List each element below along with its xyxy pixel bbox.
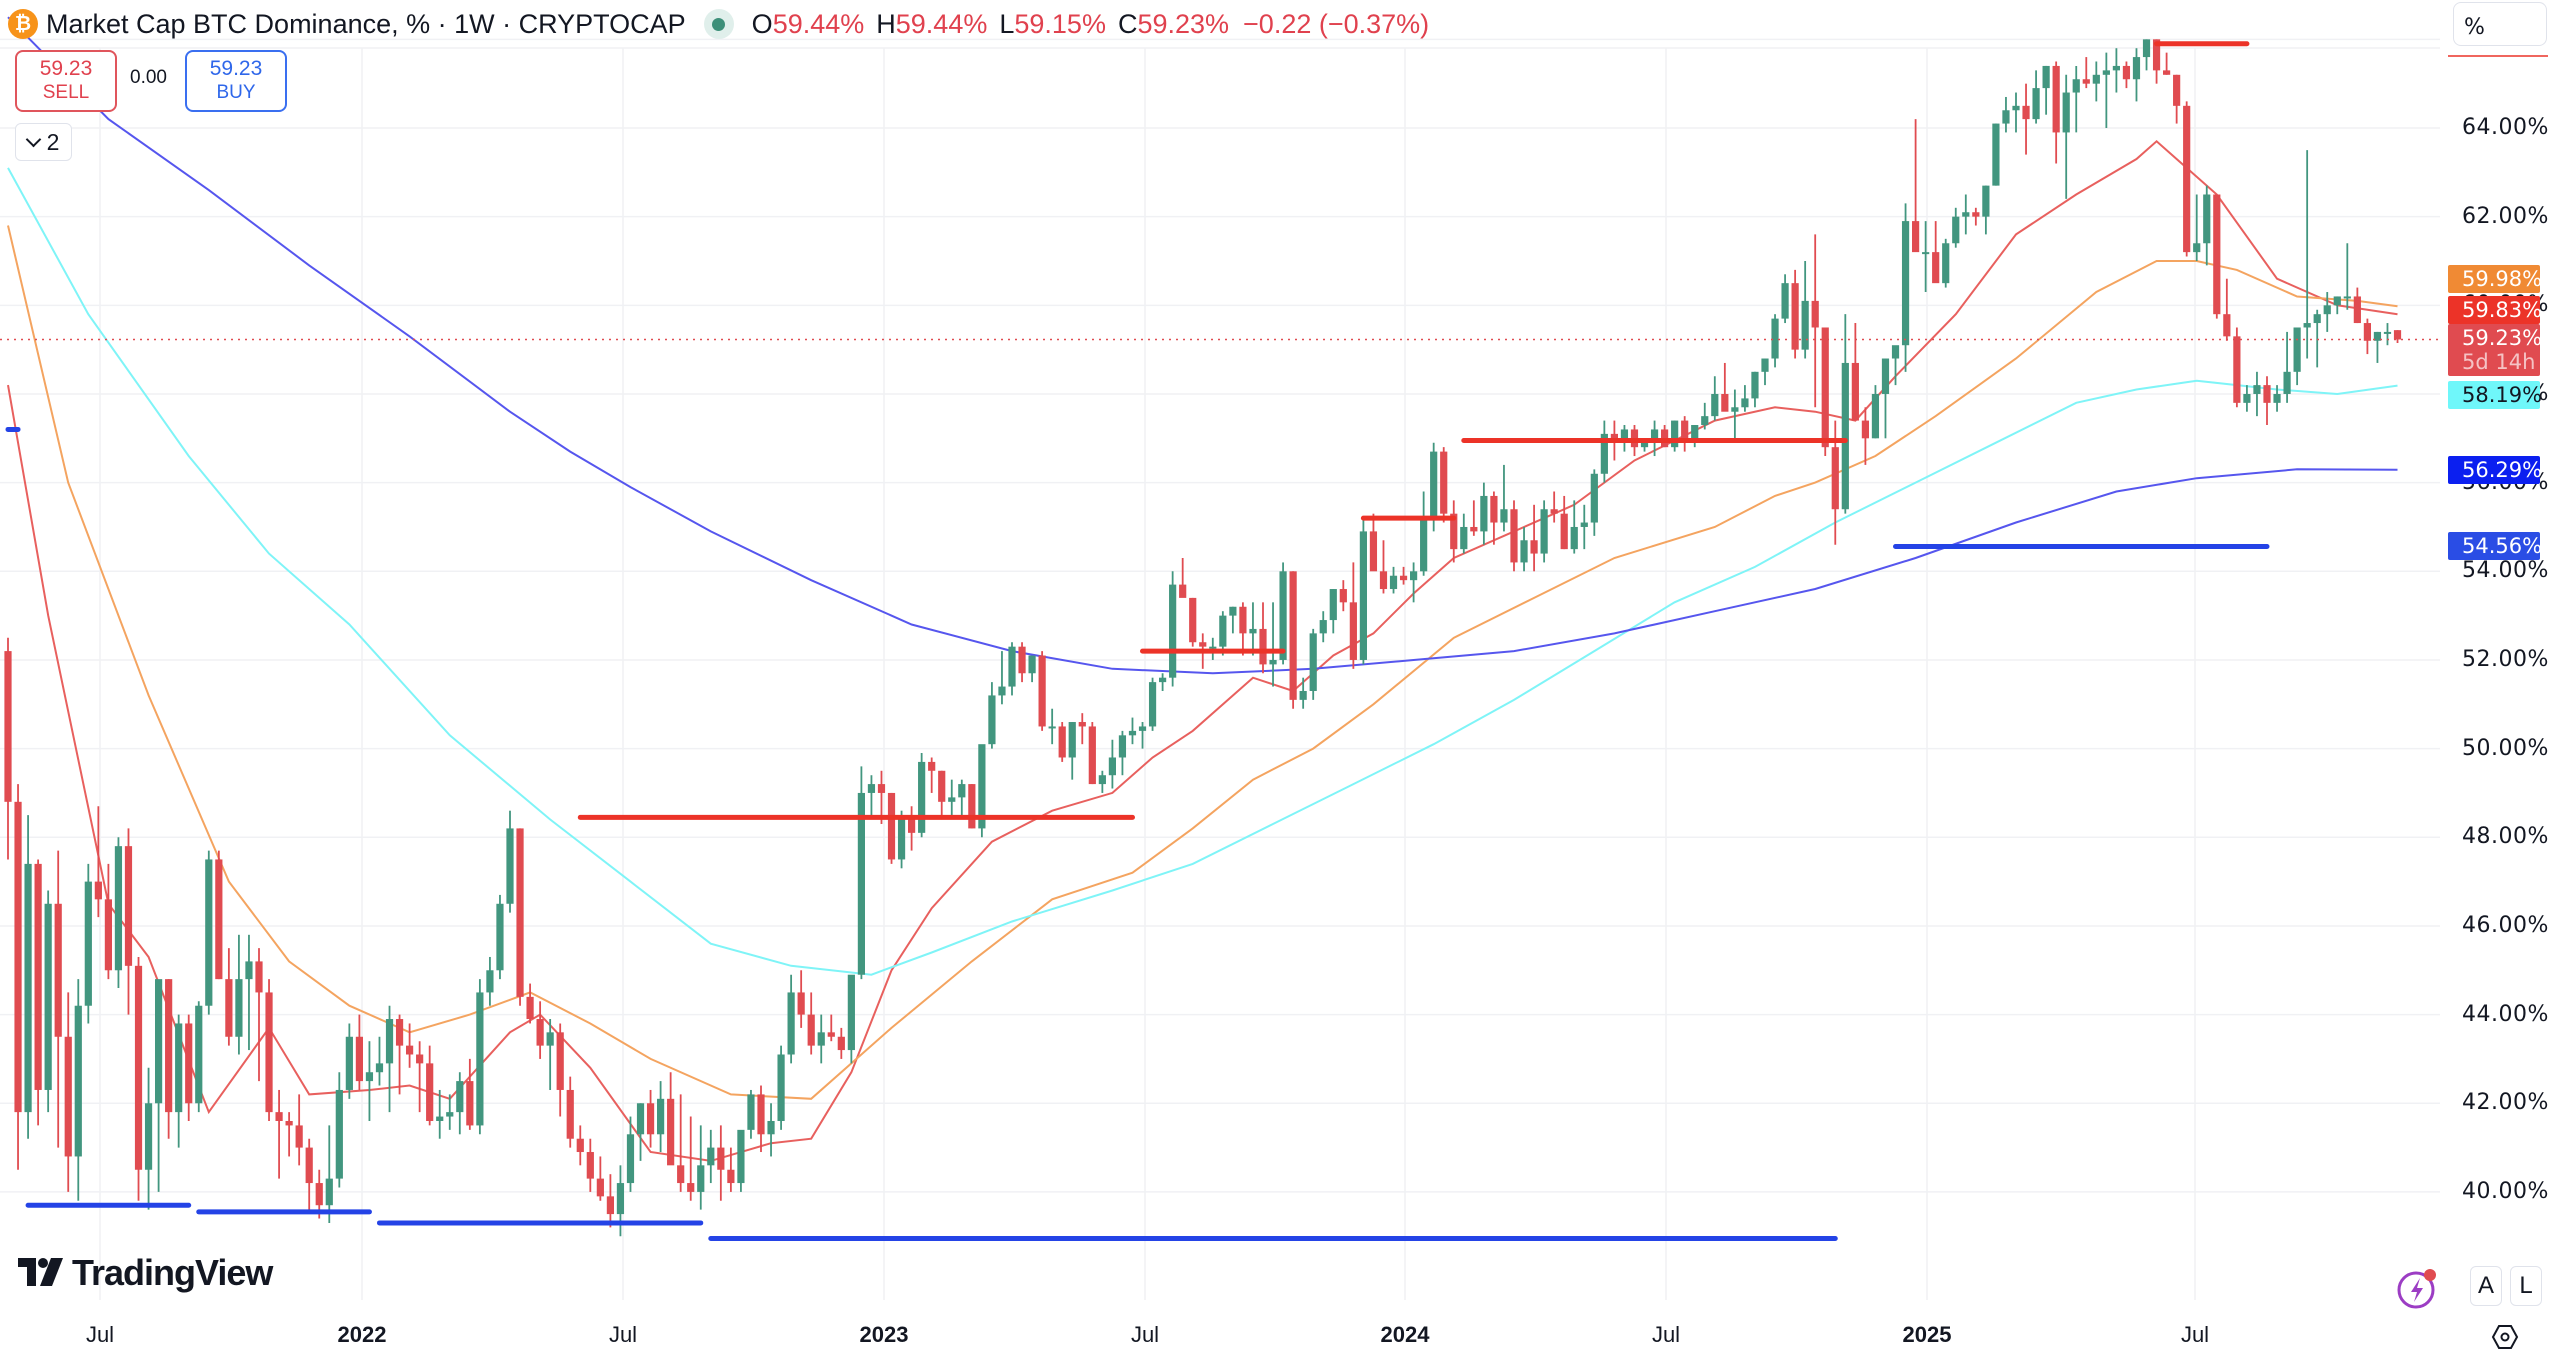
price-tag: 58.19% xyxy=(2448,381,2542,409)
high-label: H xyxy=(876,8,896,39)
log-scale-button[interactable]: L xyxy=(2510,1266,2542,1306)
moving-average-lines xyxy=(7,16,2398,1162)
alerts-flash-icon[interactable] xyxy=(2396,1266,2440,1315)
price-unit-selector[interactable]: % xyxy=(2453,2,2547,46)
price-tick-label: 46.00% xyxy=(2462,912,2549,938)
tradingview-logo-icon xyxy=(18,1258,63,1286)
price-tick-label: 48.00% xyxy=(2462,824,2549,850)
low-value: 59.15% xyxy=(1014,8,1106,39)
open-label: O xyxy=(751,8,773,39)
bitcoin-icon: ₿ xyxy=(8,9,38,39)
high-value: 59.44% xyxy=(895,8,988,39)
change-value: −0.22 (−0.37%) xyxy=(1243,8,1430,39)
settings-gear-icon[interactable] xyxy=(2490,1322,2520,1357)
price-tick-label: 52.00% xyxy=(2462,646,2549,672)
time-tick-label: 2022 xyxy=(337,1322,387,1347)
candlestick-series xyxy=(4,39,2402,1237)
sell-label: SELL xyxy=(42,82,90,103)
price-tick-label: 40.00% xyxy=(2462,1178,2549,1204)
horizontal-levels[interactable] xyxy=(5,41,2270,1241)
chevron-down-icon xyxy=(25,131,41,147)
price-tag: 54.56% xyxy=(2448,532,2542,561)
price-tick-label: 42.00% xyxy=(2462,1090,2549,1116)
indicators-count: 2 xyxy=(46,128,60,155)
time-tick-label: Jul xyxy=(1651,1322,1681,1347)
symbol-legend: ₿ Market Cap BTC Dominance, % · 1W · CRY… xyxy=(8,4,1429,44)
buy-label: BUY xyxy=(216,82,256,103)
time-tick-label: 2023 xyxy=(859,1322,909,1347)
market-status-icon[interactable] xyxy=(703,9,734,39)
brand-name: TradingView xyxy=(72,1252,273,1293)
time-tick-label: Jul xyxy=(608,1322,638,1347)
sell-button[interactable]: 59.23 SELL xyxy=(15,50,117,112)
sell-price: 59.23 xyxy=(39,57,93,80)
price-tick-label: 50.00% xyxy=(2462,735,2549,761)
price-tick-label: 62.00% xyxy=(2462,203,2549,229)
close-label: C xyxy=(1117,8,1138,39)
time-tick-label: Jul xyxy=(1130,1322,1160,1347)
price-tick-label: 54.00% xyxy=(2462,558,2549,584)
time-tick-label: Jul xyxy=(2180,1322,2210,1347)
tradingview-logo[interactable]: TradingView xyxy=(18,1252,273,1294)
price-tag: 56.29% xyxy=(2448,455,2542,484)
indicators-toggle-button[interactable]: 2 xyxy=(15,123,72,161)
price-tick-label: 64.00% xyxy=(2462,115,2549,140)
buy-price: 59.23 xyxy=(209,57,263,80)
low-label: L xyxy=(999,8,1015,39)
chart-grid xyxy=(0,38,2440,1300)
buy-button[interactable]: 59.23 BUY xyxy=(185,50,287,112)
time-tick-label: 2025 xyxy=(1902,1322,1952,1347)
price-tag: 59.83% xyxy=(2448,296,2542,324)
time-tick-label: 2024 xyxy=(1380,1322,1430,1347)
close-value: 59.23% xyxy=(1137,8,1230,39)
spread-value: 0.00 xyxy=(130,67,167,88)
open-value: 59.44% xyxy=(772,8,865,39)
auto-scale-button[interactable]: A xyxy=(2470,1266,2502,1306)
price-tag: 59.98% xyxy=(2448,265,2542,293)
price-tag: 59.23% 5d 14h xyxy=(2448,324,2542,376)
price-tick-label: 44.00% xyxy=(2462,1001,2549,1027)
time-tick-label: Jul xyxy=(85,1322,115,1347)
symbol-title[interactable]: Market Cap BTC Dominance, % · 1W · CRYPT… xyxy=(46,8,686,39)
